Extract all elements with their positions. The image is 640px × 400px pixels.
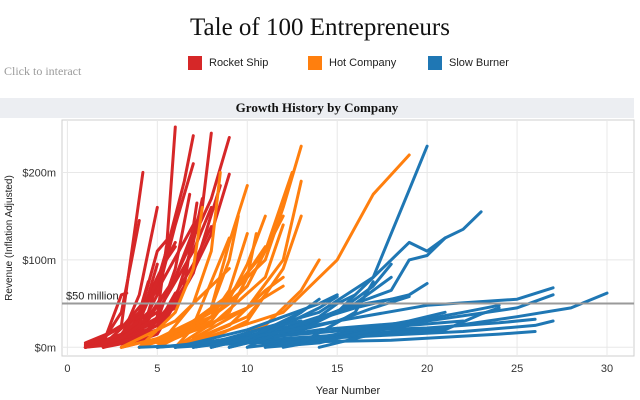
legend-swatch-rocket-ship [188,56,202,70]
legend-swatch-hot-company [308,56,322,70]
x-tick-label: 20 [421,363,433,375]
slow-burner-company-line[interactable] [263,317,537,349]
legend-label-rocket-ship: Rocket Ship [209,57,269,69]
x-tick-label: 30 [601,363,613,375]
y-tick-label: $200m [22,167,56,179]
x-axis-label: Year Number [316,385,381,397]
hot-company-company-line[interactable] [191,284,285,340]
x-tick-label: 0 [64,363,70,375]
slow-burner-company-line[interactable] [245,297,393,349]
slow-burner-company-line[interactable] [317,306,501,349]
click-to-interact-hint[interactable]: Click to interact [4,64,82,78]
legend-swatch-slow-burner [428,56,442,70]
series-hot-company[interactable] [119,144,411,349]
hot-company-company-line[interactable] [173,232,258,349]
reference-line-label: $50 million [66,291,119,303]
slow-burner-company-line[interactable] [173,319,303,349]
x-tick-label: 15 [331,363,343,375]
slow-burner-company-line[interactable] [173,293,339,349]
x-tick-label: 10 [241,363,253,375]
x-tick-label: 5 [154,363,160,375]
y-axis-label: Revenue (Inflation Adjusted) [4,175,15,301]
legend-label-slow-burner: Slow Burner [449,57,509,69]
hot-company-company-line[interactable] [155,170,222,349]
legend-label-hot-company: Hot Company [329,57,397,69]
hot-company-company-line[interactable] [173,153,411,349]
y-tick-label: $100m [22,255,56,267]
page-title: Tale of 100 Entrepreneurs [190,14,450,41]
chart-subtitle: Growth History by Company [235,100,399,115]
chart-header: Growth History by Company [0,98,634,118]
y-axis-ticks: $0m $100m $200m [22,167,56,354]
x-tick-label: 25 [511,363,523,375]
reference-line: $50 million [62,291,634,305]
hot-company-company-line[interactable] [173,293,267,349]
slow-burner-company-line[interactable] [299,280,375,345]
rocket-ship-company-line[interactable] [83,291,177,349]
rocket-ship-company-line[interactable] [101,205,213,349]
x-axis-ticks: 0 5 10 15 20 25 30 [64,363,613,375]
y-tick-label: $0m [35,342,56,354]
growth-chart[interactable]: $50 million 0 5 10 15 20 25 30 $0m $100m $200m Y… [0,118,640,400]
slow-burner-company-line[interactable] [209,310,303,349]
